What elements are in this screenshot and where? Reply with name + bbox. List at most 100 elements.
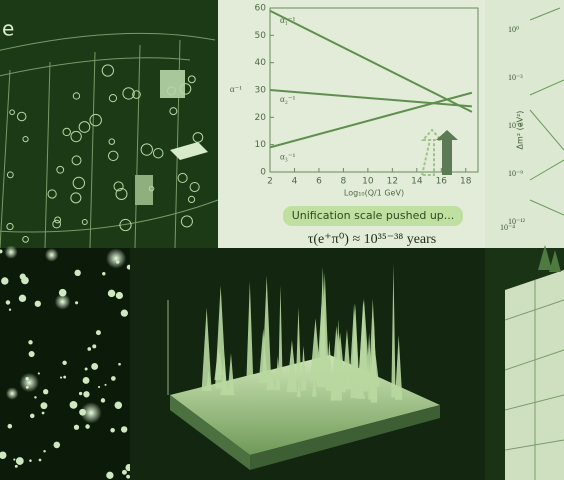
galaxy — [95, 330, 101, 336]
galaxy — [38, 458, 42, 462]
x-tick-label: 16 — [436, 177, 448, 187]
series-label: α₁⁻¹ — [280, 15, 296, 25]
symbol — [108, 94, 118, 103]
x-tick-label: 12 — [387, 177, 398, 187]
tree — [549, 250, 561, 272]
spike — [320, 272, 330, 383]
annotation: Unification scale pushed up... — [292, 209, 455, 222]
galaxy — [13, 458, 16, 461]
symbol — [177, 172, 188, 184]
x-axis-title: Log₁₀(Q/1 GeV) — [344, 189, 404, 198]
galaxy — [30, 413, 35, 419]
spike — [323, 348, 329, 388]
galaxy — [59, 376, 63, 379]
galaxy — [54, 293, 71, 310]
galaxy — [91, 363, 99, 370]
symbol — [70, 130, 82, 143]
galaxy — [8, 308, 12, 311]
photo — [160, 70, 185, 98]
y-tick-label: 10⁻³ — [508, 73, 523, 82]
arrow — [436, 130, 458, 175]
x-tick-label: 10 — [362, 177, 374, 187]
symbol — [81, 219, 88, 226]
galaxy — [4, 245, 18, 259]
galaxy — [74, 269, 81, 277]
y-axis-title: Δm² (eV²) — [516, 111, 525, 150]
galaxy — [115, 260, 120, 264]
series-line — [269, 91, 473, 149]
spike — [366, 332, 373, 387]
symbol — [22, 235, 29, 243]
symbol — [192, 132, 204, 143]
spike — [215, 285, 227, 389]
galaxy — [7, 423, 13, 429]
symbol — [179, 83, 192, 95]
symbol — [180, 215, 193, 228]
galaxy — [97, 385, 101, 389]
galaxy — [121, 469, 127, 475]
spike — [262, 275, 272, 383]
y-tick-label: 30 — [255, 86, 267, 96]
symbol — [72, 176, 86, 190]
galaxy — [92, 344, 97, 349]
symbol — [62, 127, 71, 137]
spike — [227, 353, 235, 396]
y-tick-label: 40 — [255, 58, 267, 68]
y-tick-label: 0 — [260, 168, 266, 178]
galaxy — [106, 471, 114, 479]
spike — [295, 307, 301, 379]
galaxy — [115, 291, 123, 300]
symbol — [113, 181, 124, 192]
spike — [278, 285, 283, 377]
galaxy — [37, 372, 40, 375]
galaxy — [41, 411, 45, 415]
symbol — [16, 111, 27, 122]
photo — [135, 175, 153, 205]
particle-panel — [0, 0, 218, 248]
galaxy — [0, 249, 3, 254]
spike — [330, 325, 343, 401]
series-line — [269, 9, 473, 113]
arrow — [420, 128, 444, 176]
y-tick-label: 10⁰ — [508, 25, 519, 34]
spike — [275, 356, 281, 391]
spike — [286, 340, 297, 390]
galaxy — [78, 391, 83, 396]
galaxy — [34, 300, 41, 307]
y-tick-label: 10⁻¹² — [508, 217, 526, 226]
galaxy — [19, 372, 39, 393]
spike — [350, 304, 361, 399]
symbol — [189, 181, 200, 193]
symbol — [54, 216, 62, 224]
galaxy — [80, 402, 102, 424]
galaxy — [126, 474, 131, 479]
x-tick-label: 10⁻⁴ — [500, 223, 515, 232]
y-tick-label: 10 — [255, 140, 267, 150]
symbol — [152, 147, 164, 159]
galaxy — [5, 387, 19, 400]
spike — [201, 307, 212, 392]
symbol — [9, 109, 15, 116]
galaxy — [118, 362, 121, 366]
symbol — [187, 75, 196, 84]
spike — [206, 370, 211, 390]
galaxy — [82, 377, 90, 384]
galaxy — [110, 427, 115, 433]
galaxy — [0, 451, 7, 459]
annotation-box — [283, 206, 463, 226]
x-tick-label: 4 — [292, 177, 298, 187]
galaxy — [40, 402, 48, 410]
galaxy — [43, 389, 49, 395]
galaxy — [62, 360, 67, 366]
spike — [311, 376, 317, 397]
series-label: α₂⁻¹ — [280, 94, 296, 104]
galaxy — [111, 376, 116, 381]
symbol — [101, 64, 115, 77]
series-line — [269, 89, 472, 108]
y-tick-label: 20 — [255, 113, 267, 123]
spike — [296, 381, 302, 397]
galaxy — [120, 309, 128, 317]
strata — [504, 280, 564, 480]
